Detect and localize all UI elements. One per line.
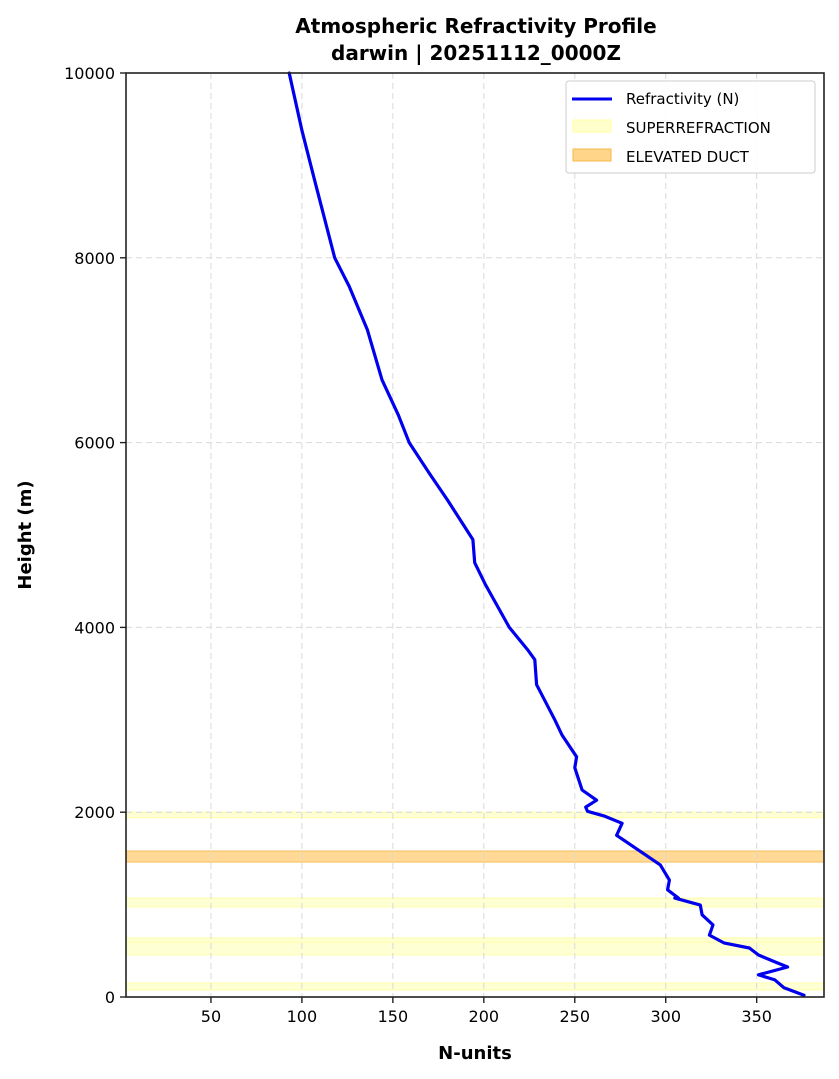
x-tick-label: 350 xyxy=(741,1007,772,1026)
legend: Refractivity (N) SUPERREFRACTION ELEVATE… xyxy=(565,80,816,174)
y-tick-label: 6000 xyxy=(74,434,115,453)
chart-subtitle: darwin | 20251112_0000Z xyxy=(331,41,621,65)
shaded-bands xyxy=(125,811,825,991)
legend-superrefraction-swatch xyxy=(572,119,612,133)
plot-frame xyxy=(125,72,825,998)
data-series xyxy=(287,71,806,997)
legend-label-refractivity: Refractivity (N) xyxy=(626,90,739,108)
superrefraction-band xyxy=(125,941,825,956)
y-tick-label: 10000 xyxy=(64,64,115,83)
chart-title: Atmospheric Refractivity Profile xyxy=(295,14,656,38)
x-tick-label: 100 xyxy=(287,1007,318,1026)
x-tick-label: 50 xyxy=(201,1007,221,1026)
x-tick-label: 250 xyxy=(560,1007,591,1026)
legend-box xyxy=(565,80,816,174)
superrefraction-band xyxy=(125,897,825,908)
x-tick-label: 200 xyxy=(469,1007,500,1026)
legend-label-elevated-duct: ELEVATED DUCT xyxy=(626,148,750,166)
x-tick-label: 300 xyxy=(650,1007,681,1026)
refractivity-line xyxy=(287,71,806,997)
y-axis-label: Height (m) xyxy=(15,480,36,589)
superrefraction-band xyxy=(125,982,825,991)
legend-elevated-duct-swatch xyxy=(572,148,612,162)
legend-label-superrefraction: SUPERREFRACTION xyxy=(626,119,771,137)
y-tick-label: 0 xyxy=(105,988,115,1007)
y-tick-label: 2000 xyxy=(74,803,115,822)
y-tick-label: 4000 xyxy=(74,618,115,637)
x-axis-ticks: 50 100 150 200 250 300 350 xyxy=(201,997,772,1026)
x-axis-label: N-units xyxy=(438,1043,512,1064)
elevated-duct-band xyxy=(125,850,825,863)
y-axis-ticks: 0 2000 4000 6000 8000 10000 xyxy=(64,64,126,1007)
x-tick-label: 150 xyxy=(378,1007,409,1026)
y-tick-label: 8000 xyxy=(74,249,115,268)
superrefraction-band xyxy=(125,811,825,819)
